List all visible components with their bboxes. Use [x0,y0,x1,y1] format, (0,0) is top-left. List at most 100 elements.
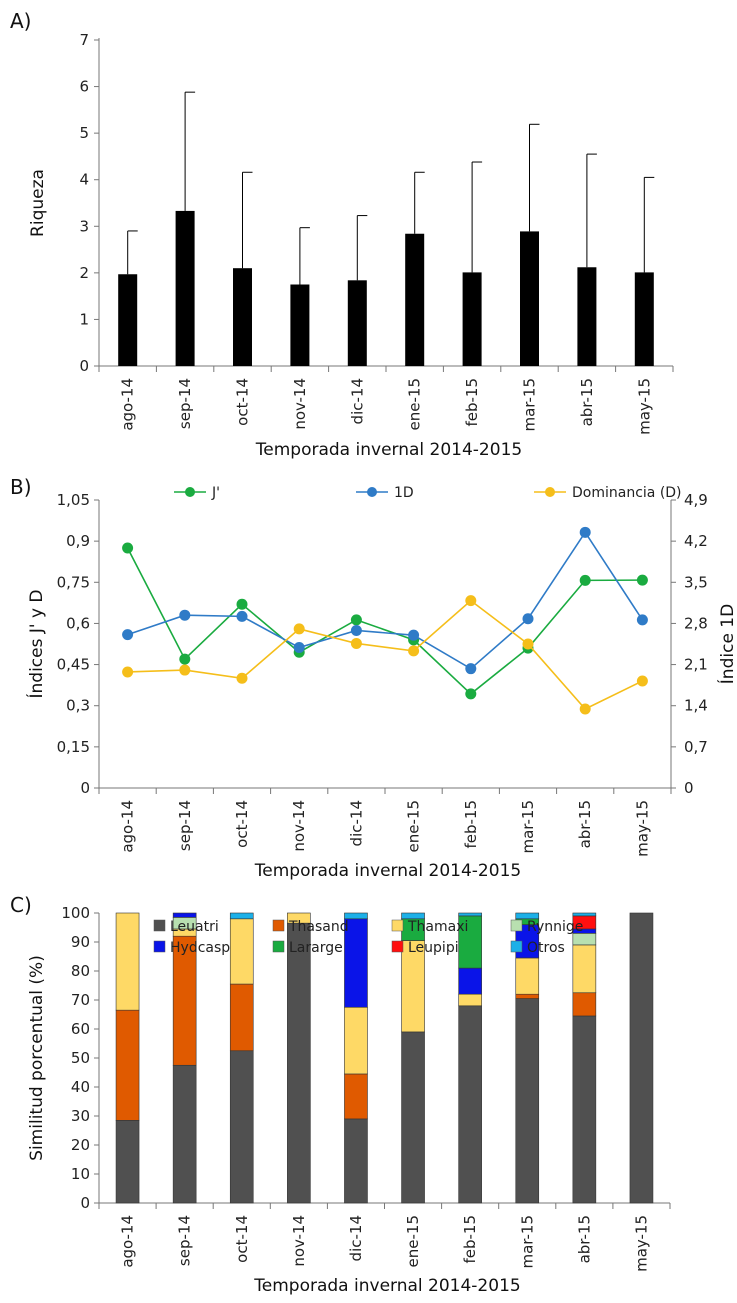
stack-leuatri-feb-15 [458,1005,482,1204]
series-point-0 [465,688,477,700]
bar-ene-15 [405,233,425,366]
x-tick-label-a: dic-14 [348,378,366,424]
legend-marker [367,487,377,497]
bar-may-15 [634,272,654,366]
panel-label-b: B) [10,475,32,499]
y-axis-title-c: Similitud porcentual (%) [27,955,47,1161]
legend-swatch [272,940,285,953]
stack-thamaxi-nov-14 [287,912,311,924]
y-tick-label-c: 100 [61,904,90,922]
series-point-1 [179,609,191,621]
y-tick-label-right-b: 2,8 [684,614,708,632]
y-tick-label-c: 30 [71,1107,90,1125]
stack-thasand-dic-14 [344,1073,368,1120]
legend-marker [545,487,555,497]
stack-thasand-abr-15 [572,992,597,1017]
legend-swatch [510,940,523,953]
x-tick-label-a: sep-14 [176,378,194,429]
series-point-2 [179,664,191,676]
y-tick-label-right-b: 4,2 [684,532,708,550]
series-line-2 [127,599,643,710]
stack-leuatri-nov-14 [287,922,311,1204]
stack-otros-oct-14 [229,912,254,920]
series-point-1 [293,642,305,654]
stack-leuatri-oct-14 [229,1050,254,1204]
x-tick-label-c: ene-15 [404,1215,422,1267]
stack-thamaxi-dic-14 [344,1006,368,1075]
x-tick-label-c: oct-14 [233,1215,251,1263]
legend-marker [185,487,195,497]
series-point-0 [579,574,591,586]
series-point-1 [579,526,591,538]
x-tick-label-a: ene-15 [406,378,424,430]
y-tick-label-a: 7 [79,31,89,49]
y-axis-title-right-b: Índice 1D [716,604,737,684]
legend-label: Thasand [288,919,349,935]
y-tick-label-left-b: 0,6 [66,614,90,632]
stack-otros-mar-15 [515,912,540,920]
x-axis-title-a: Temporada invernal 2014-2015 [255,440,522,460]
series-point-2 [350,637,362,649]
x-tick-label-b: nov-14 [290,800,308,852]
series-point-2 [122,666,134,678]
y-tick-label-c: 80 [71,962,90,980]
series-point-1 [236,610,248,622]
x-tick-label-c: may-15 [632,1215,650,1272]
x-tick-label-b: abr-15 [576,800,594,848]
y-tick-label-c: 90 [71,933,90,951]
stack-thamaxi-feb-15 [458,993,482,1007]
series-point-1 [522,613,534,625]
y-tick-label-right-b: 2,1 [684,656,708,674]
legend-swatch [272,919,285,932]
legend-label: J' [211,485,220,501]
series-point-0 [236,598,248,610]
x-axis-title-c: Temporada invernal 2014-2015 [253,1276,520,1296]
y-tick-label-left-b: 0 [80,779,90,797]
bar-oct-14 [233,268,252,366]
stack-otros-ene-15 [401,912,425,920]
stack-leuatri-mar-15 [515,998,540,1204]
y-tick-label-a: 6 [79,78,89,96]
x-tick-label-a: abr-15 [578,378,596,426]
series-line-1 [127,530,644,670]
x-tick-label-b: sep-14 [176,800,194,851]
bar-abr-15 [577,267,597,366]
y-tick-label-c: 70 [71,991,90,1009]
series-point-2 [465,595,477,607]
legend-label: Lararge [289,940,343,956]
y-tick-label-left-b: 0,75 [57,573,90,591]
x-tick-label-b: mar-15 [519,800,537,854]
y-tick-label-left-b: 0,3 [66,697,90,715]
series-point-2 [408,645,420,657]
legend-label: Thamaxi [407,919,468,935]
stack-thamaxi-oct-14 [229,918,254,985]
stack-rynnige-abr-15 [572,932,597,946]
bar-dic-14 [347,280,367,366]
x-tick-label-c: abr-15 [575,1215,593,1263]
y-tick-label-a: 4 [79,171,89,189]
legend-swatch [510,919,523,932]
stack-hydcasp-feb-15 [458,967,482,995]
bar-nov-14 [290,284,310,366]
series-line-0 [126,547,643,695]
x-tick-label-b: feb-15 [462,800,480,849]
x-tick-label-a: mar-15 [521,378,539,432]
series-point-2 [236,672,248,684]
series-point-1 [636,614,648,626]
series-point-2 [636,675,648,687]
y-tick-label-right-b: 4,9 [684,491,708,509]
x-tick-label-a: oct-14 [234,378,252,426]
legend-label: Leuatri [170,919,219,935]
series-point-0 [179,653,191,665]
y-tick-label-left-b: 0,15 [57,738,90,756]
stack-leuatri-dic-14 [344,1118,368,1204]
y-tick-label-c: 0 [80,1194,90,1212]
y-tick-label-c: 20 [71,1136,90,1154]
x-tick-label-b: may-15 [633,800,651,857]
legend-swatch [391,940,404,953]
x-tick-label-c: feb-15 [461,1215,479,1264]
y-tick-label-left-b: 0,9 [66,532,90,550]
x-axis-title-b: Temporada invernal 2014-2015 [254,861,521,881]
x-tick-label-a: ago-14 [119,378,137,431]
